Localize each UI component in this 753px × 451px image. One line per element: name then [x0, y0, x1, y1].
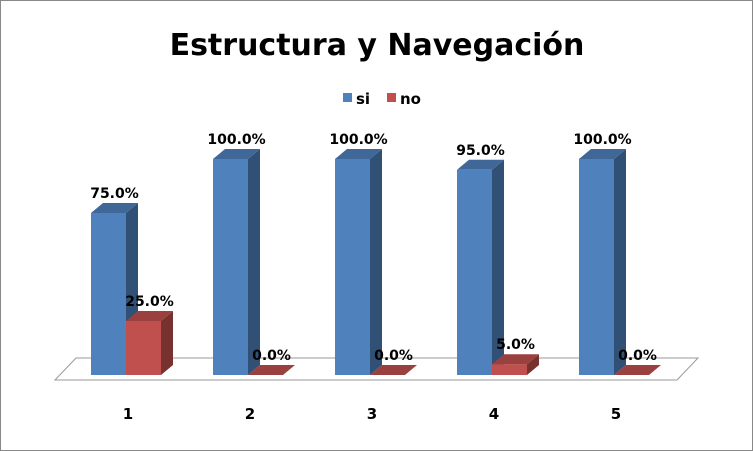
data-label-no-3: 0.0% [374, 348, 413, 364]
bar-si-5 [579, 149, 626, 375]
bar-front-no-1 [126, 321, 161, 375]
x-tick-2: 2 [245, 405, 255, 423]
bar-top-si-2 [213, 149, 260, 159]
bar-top-si-3 [335, 149, 382, 159]
chart-title: Estructura y Navegación [170, 28, 585, 63]
bar-top-no-5 [614, 365, 661, 375]
x-tick-1: 1 [123, 405, 133, 423]
bar-front-si-1 [91, 213, 126, 375]
bar-side-si-2 [248, 149, 260, 375]
bar-front-si-5 [579, 159, 614, 375]
bars-group [91, 149, 661, 375]
legend-swatch-no [387, 93, 396, 102]
data-labels-group: 75.0% 25.0% 100.0% 0.0% 100.0% 0.0% 95.0% 5.0% 1… [90, 132, 657, 364]
data-label-si-5: 100.0% [573, 132, 631, 148]
bar-side-no-1 [161, 311, 173, 375]
bar-side-si-4 [492, 159, 504, 375]
bar-top-si-5 [579, 149, 626, 159]
legend: si no [343, 90, 421, 108]
bar-si-1 [91, 203, 138, 375]
bar-top-no-1 [126, 311, 173, 321]
data-label-no-5: 0.0% [618, 348, 657, 364]
x-tick-5: 5 [611, 405, 621, 423]
bar-top-no-4 [492, 354, 539, 365]
bar-top-si-1 [91, 203, 138, 213]
bar-top-no-3 [370, 365, 417, 375]
bar-top-si-4 [457, 159, 504, 170]
data-label-si-2: 100.0% [207, 132, 265, 148]
x-tick-labels-group: 1 2 3 4 5 [123, 405, 621, 423]
bar-top-no-2 [248, 365, 295, 375]
x-tick-3: 3 [367, 405, 377, 423]
bar-front-si-2 [213, 159, 248, 375]
data-label-no-1: 25.0% [125, 294, 174, 310]
legend-swatch-si [343, 93, 352, 102]
bar-side-si-3 [370, 149, 382, 375]
x-tick-4: 4 [489, 405, 499, 423]
bar-no-2 [248, 365, 295, 375]
bar-si-2 [213, 149, 260, 375]
bar-side-si-5 [614, 149, 626, 375]
data-label-si-3: 100.0% [329, 132, 387, 148]
bar-side-no-4 [527, 354, 539, 375]
bar-no-5 [614, 365, 661, 375]
data-label-no-4: 5.0% [496, 337, 535, 353]
bar-no-4 [492, 354, 539, 375]
bar-si-4 [457, 159, 504, 375]
data-label-si-4: 95.0% [456, 143, 505, 159]
legend-label-si: si [356, 90, 370, 108]
bar-no-1 [126, 311, 173, 375]
bar-front-si-4 [457, 169, 492, 375]
data-label-no-2: 0.0% [252, 348, 291, 364]
bar-front-no-4 [492, 364, 527, 375]
bar-no-3 [370, 365, 417, 375]
bar-front-si-3 [335, 159, 370, 375]
legend-label-no: no [400, 90, 421, 108]
data-label-si-1: 75.0% [90, 186, 139, 202]
bar-si-3 [335, 149, 382, 375]
